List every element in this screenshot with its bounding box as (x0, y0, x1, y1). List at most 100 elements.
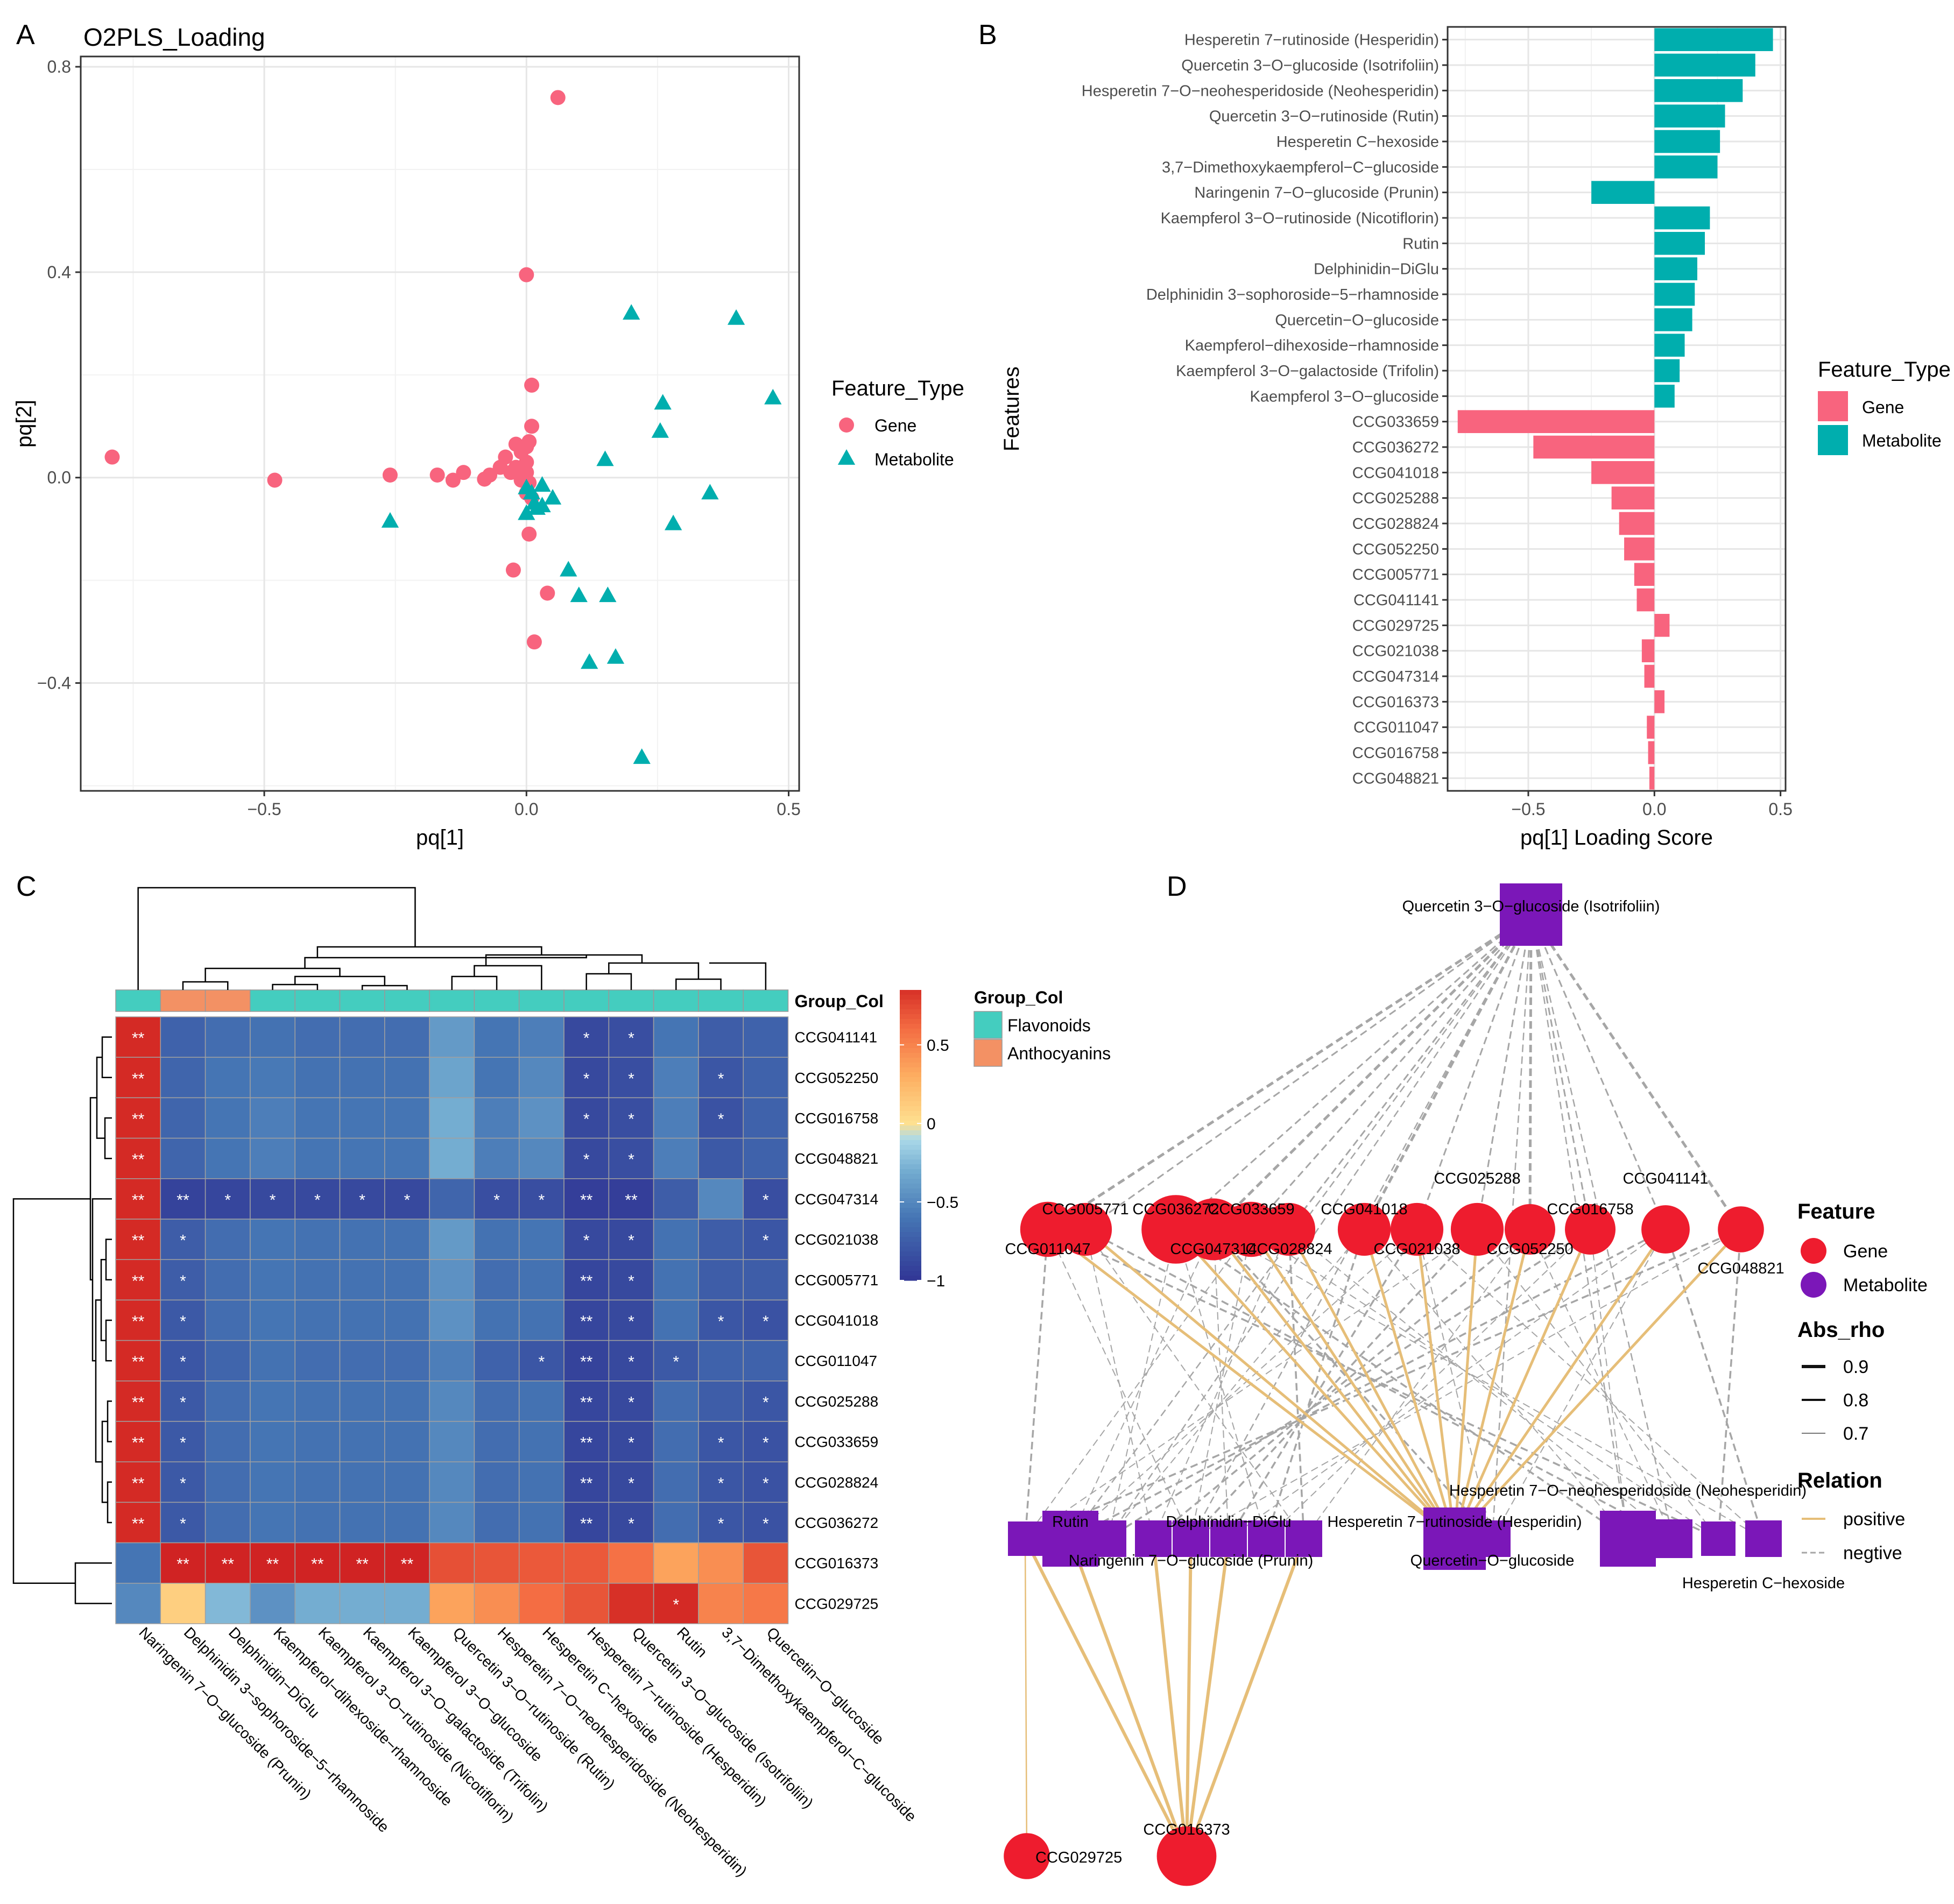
heatmap-cell (204, 1583, 251, 1624)
gene-node (1059, 1202, 1112, 1256)
group-annotation-cell (339, 989, 385, 1012)
loading-bar (1654, 385, 1675, 408)
colorbar-segment (900, 1232, 921, 1237)
network-panel: Quercetin 3−O−glucoside (Isotrifoliin) CC… (1004, 883, 1928, 1886)
significance-mark: * (628, 1393, 634, 1411)
heatmap-cell (339, 1259, 385, 1301)
negative-edge (1085, 1229, 1154, 1539)
heatmap-cell (518, 1583, 565, 1624)
heatmap-row-label: CCG047314 (795, 1191, 879, 1207)
loading-bar (1654, 282, 1695, 306)
heatmap-cell (204, 1137, 251, 1179)
feature-label: CCG025288 (1352, 490, 1439, 507)
significance-mark: * (359, 1191, 365, 1209)
colorbar-label: 0.5 (927, 1037, 949, 1054)
heatmap-cell (563, 1097, 610, 1139)
group-annotation-cell (160, 989, 206, 1012)
loading-bar (1634, 563, 1655, 586)
negative-edge (1416, 914, 1532, 1230)
metabolite-point (651, 422, 669, 438)
heatmap-cell (474, 1381, 520, 1422)
colorbar-segment (900, 1038, 921, 1044)
heatmap-cell (384, 1137, 430, 1179)
significance-mark: * (583, 1232, 590, 1250)
loading-bar (1654, 79, 1743, 102)
heatmap-cell (204, 1421, 251, 1462)
loading-bar (1654, 104, 1725, 128)
colorbar-segment (900, 1067, 921, 1073)
column-dendrogram-branch (272, 983, 319, 990)
node-label: CCG005771 (1042, 1201, 1128, 1218)
colorbar-segment (900, 1063, 921, 1068)
heatmap-cell (474, 1219, 520, 1260)
loading-bar (1636, 588, 1655, 612)
node-label: Delphinidin−DiGlu (1166, 1513, 1292, 1531)
significance-mark: * (763, 1475, 769, 1492)
heatmap-cell (563, 1583, 610, 1624)
colorbar-segment (900, 1135, 921, 1141)
loading-bar (1648, 741, 1655, 765)
column-dendrogram-branch (361, 985, 408, 990)
significance-mark: * (718, 1110, 724, 1128)
feature-label: CCG028824 (1352, 515, 1439, 533)
heatmap-cell (250, 1299, 295, 1341)
positive-edge (1024, 1538, 1188, 1857)
bar-legend-title: Feature_Type (1818, 358, 1951, 381)
gene-point (519, 267, 534, 282)
positive-edge (1152, 1538, 1188, 1857)
heatmap-cell (653, 1502, 699, 1544)
significance-mark: * (180, 1515, 186, 1533)
significance-mark: ** (132, 1313, 145, 1330)
heatmap-cell (743, 1016, 789, 1058)
network-legend-rho-label: 0.9 (1843, 1357, 1868, 1377)
heatmap-cell (384, 1057, 430, 1099)
node-label: CCG036272 (1132, 1201, 1219, 1218)
group-annotation-cell (204, 989, 251, 1012)
significance-mark: ** (580, 1393, 593, 1411)
heatmap-cell (204, 1461, 251, 1503)
positive-edge (1185, 1538, 1306, 1857)
metabolite-point (560, 561, 577, 577)
heatmap-cell (339, 1137, 385, 1179)
significance-mark: * (628, 1272, 634, 1290)
heatmap-cell (518, 1542, 565, 1584)
gene-node (1505, 1204, 1555, 1255)
colorbar-label: −1 (927, 1272, 945, 1290)
heatmap-cell (160, 1542, 206, 1584)
colorbar-segment (900, 1203, 921, 1208)
positive-edge (1454, 1228, 1742, 1540)
feature-label: CCG016758 (1352, 745, 1439, 762)
heatmap-cell (474, 1502, 520, 1544)
feature-label: Hesperetin C−hexoside (1276, 133, 1439, 151)
heatmap-cell (339, 1097, 385, 1139)
group-annotation-cell (608, 989, 654, 1012)
negative-edge (1416, 1229, 1493, 1539)
heatmap-cell (294, 1097, 341, 1139)
heatmap-cell (339, 1219, 385, 1260)
heatmap-row-label: CCG052250 (795, 1070, 879, 1086)
heatmap-cell (339, 1542, 385, 1584)
colorbar-segment (900, 1106, 921, 1112)
network-nodes (1004, 883, 1782, 1886)
heatmap-column-label: Rutin (674, 1624, 710, 1660)
colorbar-segment (900, 1193, 921, 1199)
bar-legend-gene-key (1818, 391, 1848, 421)
gene-point (524, 419, 540, 434)
colorbar-segment (900, 1213, 921, 1218)
significance-mark: * (718, 1434, 724, 1452)
metabolite-point (381, 512, 399, 528)
network-edges (1024, 913, 1765, 1857)
heatmap-cell (384, 1219, 430, 1260)
feature-label: Quercetin−O−glucoside (1275, 312, 1439, 329)
colorbar-segment (900, 1130, 921, 1136)
heatmap-cell (429, 1340, 475, 1382)
heatmap-cell (518, 1097, 565, 1139)
significance-mark: * (180, 1475, 186, 1492)
heatmap-cell (384, 1583, 430, 1624)
significance-mark: ** (580, 1191, 593, 1209)
row-dendrogram-branch (96, 1056, 105, 1139)
heatmap-cell (429, 1381, 475, 1422)
metabolite-point (518, 504, 535, 520)
heatmap-cell (743, 1219, 789, 1260)
heatmap-cell (474, 1137, 520, 1179)
